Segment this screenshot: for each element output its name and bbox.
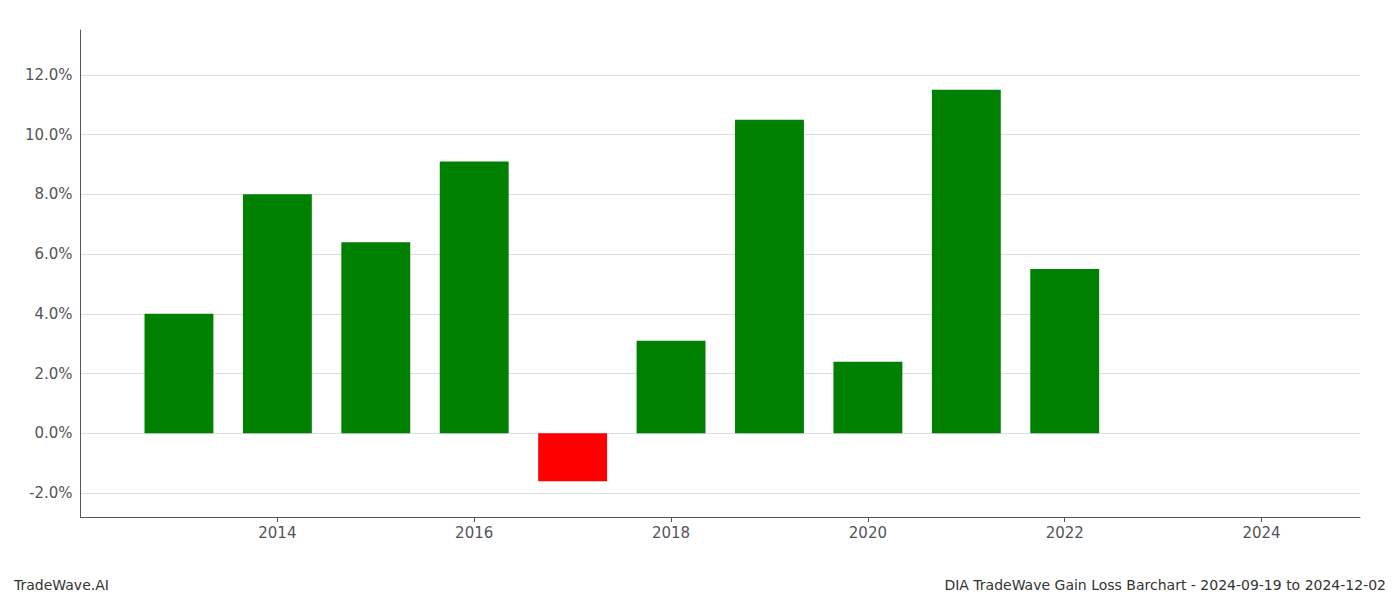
- svg-text:2014: 2014: [258, 524, 296, 542]
- svg-text:4.0%: 4.0%: [34, 305, 72, 323]
- svg-text:2022: 2022: [1046, 524, 1084, 542]
- svg-text:2018: 2018: [652, 524, 690, 542]
- svg-text:6.0%: 6.0%: [34, 245, 72, 263]
- svg-text:2020: 2020: [849, 524, 887, 542]
- svg-text:2024: 2024: [1242, 524, 1280, 542]
- svg-text:8.0%: 8.0%: [34, 185, 72, 203]
- svg-text:TradeWave.AI: TradeWave.AI: [13, 577, 109, 593]
- svg-text:DIA TradeWave Gain Loss Barcha: DIA TradeWave Gain Loss Barchart - 2024-…: [944, 577, 1386, 593]
- svg-text:2.0%: 2.0%: [34, 365, 72, 383]
- svg-text:2016: 2016: [455, 524, 493, 542]
- svg-text:12.0%: 12.0%: [25, 66, 73, 84]
- svg-text:-2.0%: -2.0%: [29, 484, 73, 502]
- svg-text:0.0%: 0.0%: [34, 424, 72, 442]
- svg-text:10.0%: 10.0%: [25, 126, 73, 144]
